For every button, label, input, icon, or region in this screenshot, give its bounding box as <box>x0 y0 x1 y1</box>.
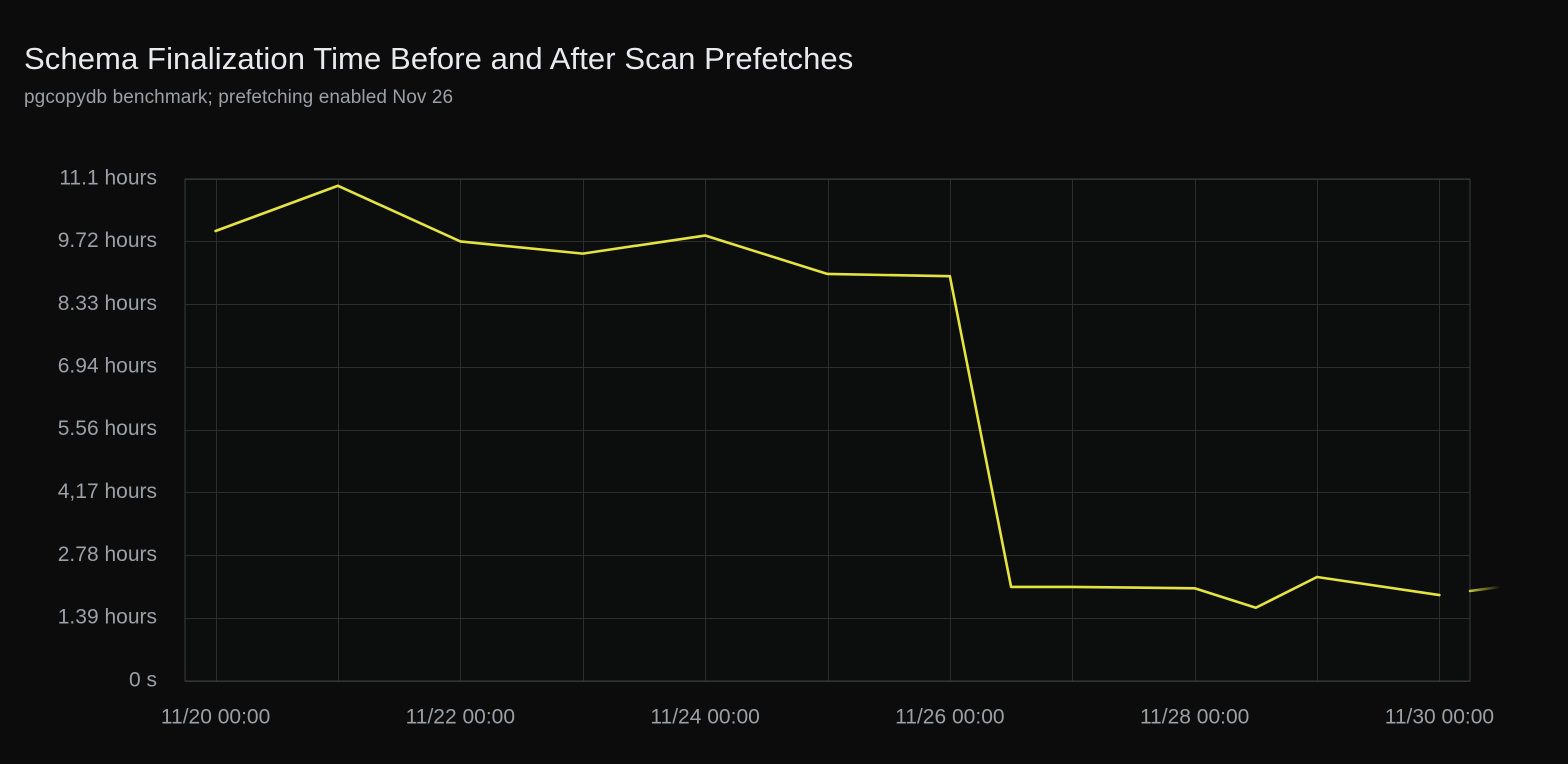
chart-title: Schema Finalization Time Before and Afte… <box>24 41 854 76</box>
x-axis-tick-label: 11/24 00:00 <box>650 705 759 728</box>
x-axis-tick-label: 11/20 00:00 <box>161 705 270 728</box>
y-axis-tick-label: 0 s <box>129 669 157 692</box>
series-group[interactable] <box>214 184 1502 610</box>
vertical-gridlines <box>216 179 1440 681</box>
x-axis-tick-label: 11/26 00:00 <box>895 705 1004 728</box>
series-line-overflow-tail <box>1468 585 1502 593</box>
chart-header: Schema Finalization Time Before and Afte… <box>24 40 1524 110</box>
chart-subtitle: pgcopydb benchmark; prefetching enabled … <box>24 87 454 108</box>
y-axis-tick-label: 11.1 hours <box>59 167 157 190</box>
x-axis-tick-label: 11/30 00:00 <box>1385 705 1494 728</box>
plot-frame <box>184 178 1471 682</box>
y-axis-tick-label: 2.78 hours <box>58 543 157 566</box>
y-axis-tick-label: 5.56 hours <box>58 417 157 440</box>
x-axis-tick-label: 11/22 00:00 <box>406 705 515 728</box>
y-axis-tick-label: 9.72 hours <box>58 229 157 252</box>
y-axis-tick-label: 4,17 hours <box>58 480 157 503</box>
y-axis-tick-labels: 0 s 1.39 hours 2.78 hours 4,17 hours 5.56 ho… <box>58 167 157 692</box>
y-axis-tick-label: 1.39 hours <box>58 606 157 629</box>
x-axis-tick-labels: 11/20 00:00 11/22 00:00 11/24 00:00 11/26 0… <box>161 705 1494 728</box>
y-axis-tick-label: 6.94 hours <box>58 355 157 378</box>
series-line[interactable] <box>214 184 1441 610</box>
x-axis-tick-label: 11/28 00:00 <box>1140 705 1249 728</box>
y-axis-tick-label: 8.33 hours <box>58 292 157 315</box>
